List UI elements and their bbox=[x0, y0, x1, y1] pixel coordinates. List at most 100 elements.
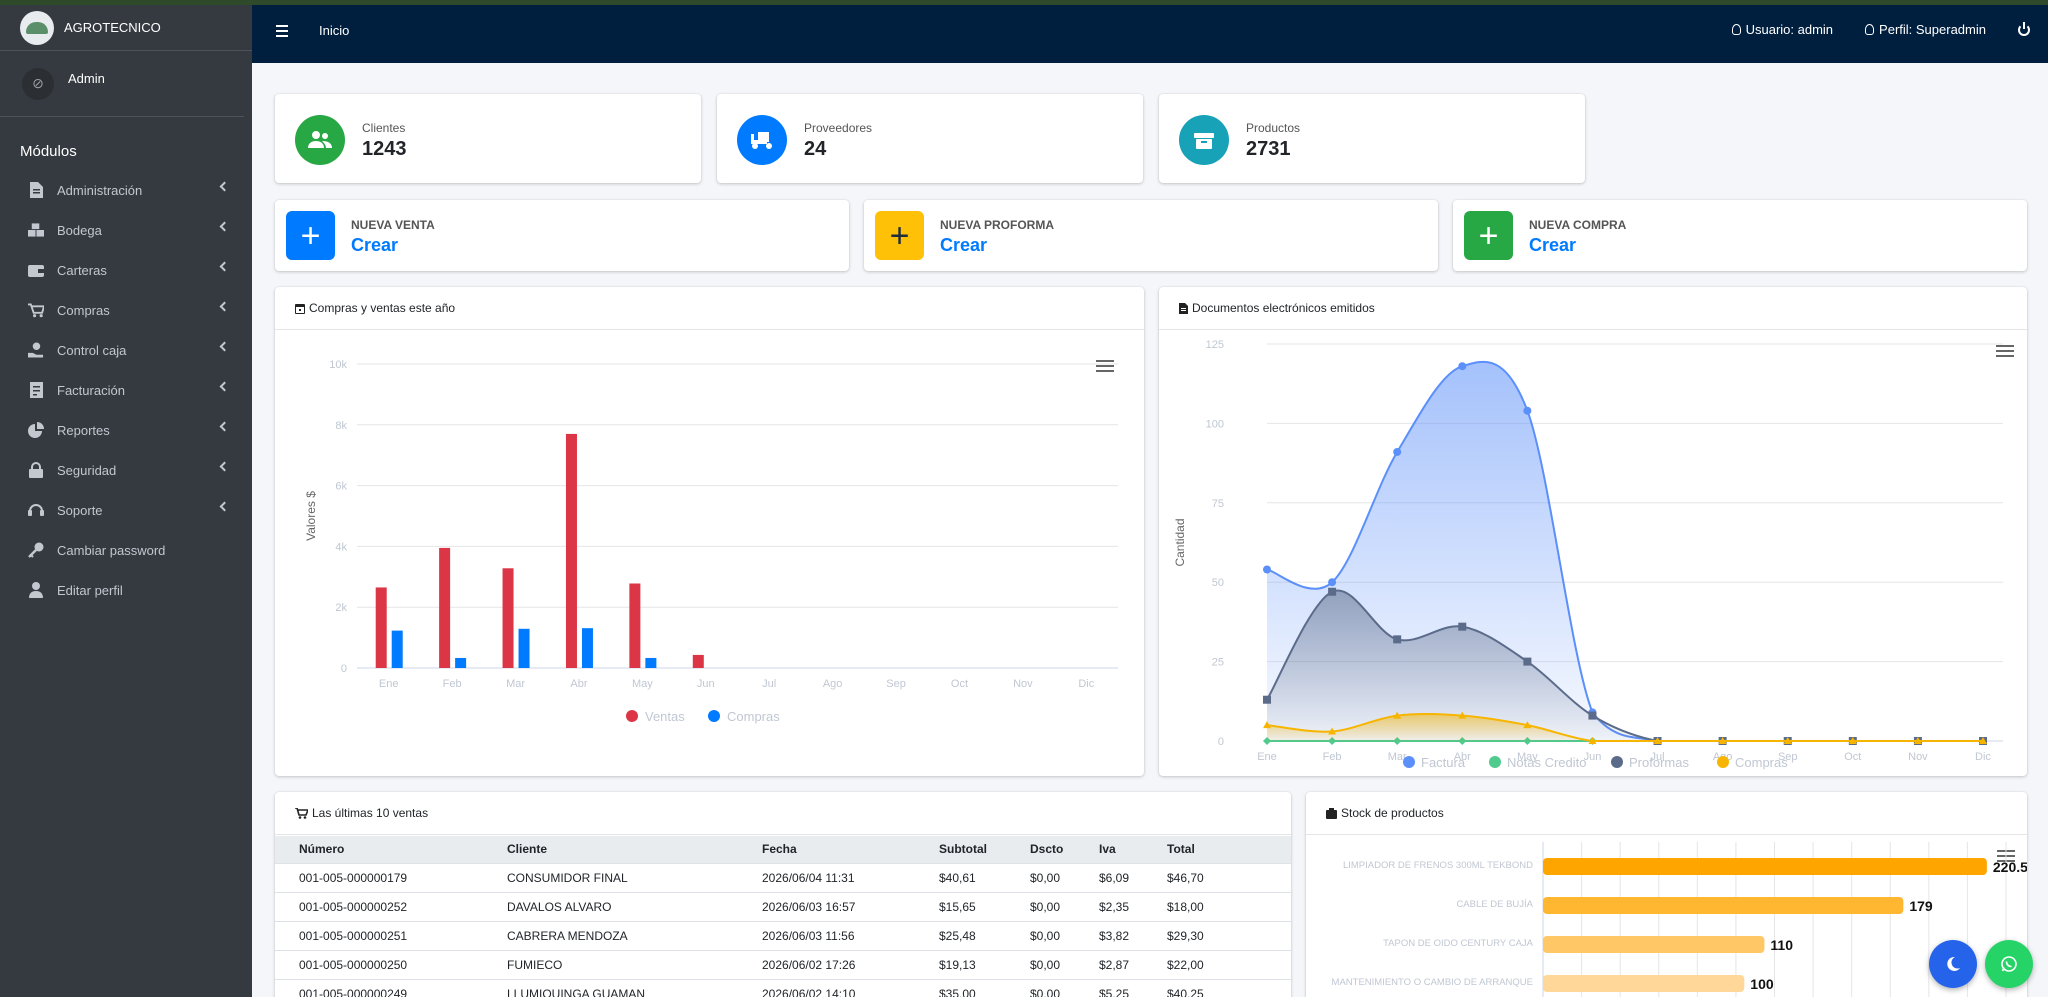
legend-marker bbox=[1489, 756, 1501, 768]
sidebar-item-control-caja[interactable]: Control caja bbox=[0, 330, 252, 370]
cart-icon bbox=[295, 807, 308, 819]
table-cell: 2026/06/03 11:56 bbox=[738, 920, 915, 950]
action-label: NUEVA PROFORMA bbox=[940, 218, 1054, 232]
table-cell: $0,00 bbox=[1006, 949, 1075, 979]
y-tick-label: 10k bbox=[329, 359, 347, 371]
column-header[interactable]: Dscto bbox=[1030, 842, 1064, 857]
x-tick-label: Abr bbox=[1454, 751, 1471, 763]
sidebar-item-soporte[interactable]: Soporte bbox=[0, 490, 252, 530]
data-label: 110 bbox=[1770, 937, 1793, 953]
area-compras bbox=[1267, 713, 1983, 741]
create-proforma-link[interactable]: Crear bbox=[940, 235, 988, 255]
x-tick-label: Ago bbox=[823, 678, 843, 690]
line-compras bbox=[1266, 712, 1983, 742]
sidebar-item-cambiar-password[interactable]: Cambiar password bbox=[0, 530, 252, 570]
table-cell: 2026/06/04 11:31 bbox=[738, 862, 915, 892]
table-cell: 001-005-000000249 bbox=[275, 978, 483, 997]
menu-toggle-icon[interactable] bbox=[276, 25, 288, 40]
chart-menu-icon[interactable] bbox=[1996, 345, 2014, 360]
legend-label: Compras bbox=[1735, 755, 1788, 770]
legend-marker bbox=[626, 710, 638, 722]
modules-title: Módulos bbox=[20, 143, 77, 160]
truck-icon bbox=[737, 115, 787, 165]
user-panel[interactable]: ⊘ Admin bbox=[0, 51, 244, 117]
create-compra-link[interactable]: Crear bbox=[1529, 235, 1577, 255]
column-header[interactable]: Subtotal bbox=[939, 842, 987, 857]
cash-hand-icon bbox=[28, 342, 44, 358]
x-tick-label: Dic bbox=[1078, 678, 1094, 690]
action-card-compra[interactable]: + NUEVA COMPRA Crear bbox=[1453, 200, 2027, 271]
action-card-venta[interactable]: + NUEVA VENTA Crear bbox=[275, 200, 849, 271]
stat-card-productos: Productos 2731 bbox=[1159, 94, 1585, 183]
wallet-icon bbox=[28, 262, 44, 278]
bar-compras bbox=[581, 628, 593, 668]
point-compras bbox=[1523, 721, 1532, 729]
column-header[interactable]: Fecha bbox=[762, 842, 797, 857]
y-category-label: CABLE DE BUJÍA bbox=[1456, 899, 1533, 910]
point-compras bbox=[1979, 737, 1987, 744]
user-menu[interactable]: Usuario: admin bbox=[1731, 22, 1834, 37]
boxes-icon bbox=[28, 222, 44, 238]
pie-icon bbox=[28, 422, 44, 438]
create-venta-link[interactable]: Crear bbox=[351, 235, 399, 255]
table-row[interactable]: 001-005-000000249 LLUMIQUINGA GUAMAN 2026/… bbox=[275, 978, 1291, 997]
stock-bar-chart: LIMPIADOR DE FRENOS 300ML TEKBOND 220.5 CA… bbox=[1332, 842, 2027, 997]
stock-bar bbox=[1543, 858, 1987, 875]
plus-icon[interactable]: + bbox=[286, 211, 335, 260]
sidebar-item-administración[interactable]: Administración bbox=[0, 170, 252, 210]
panel-title-text: Stock de productos bbox=[1341, 806, 1444, 820]
sidebar-item-facturación[interactable]: Facturación bbox=[0, 370, 252, 410]
stat-label: Productos bbox=[1246, 121, 1301, 135]
chart-card-documentos: Documentos electrónicos emitidos 0 25 50 75… bbox=[1159, 287, 2027, 776]
sidebar-item-reportes[interactable]: Reportes bbox=[0, 410, 252, 450]
x-tick-label: Oct bbox=[1844, 751, 1861, 763]
table-cell: $15,65 bbox=[915, 891, 1006, 921]
x-tick-label: Dic bbox=[1975, 751, 1991, 763]
point-compras bbox=[1913, 737, 1922, 744]
cart-icon bbox=[28, 302, 44, 318]
sidebar-item-editar-perfil[interactable]: Editar perfil bbox=[0, 570, 252, 610]
action-card-proforma[interactable]: + NUEVA PROFORMA Crear bbox=[864, 200, 1438, 271]
x-tick-label: Nov bbox=[1908, 751, 1928, 763]
y-tick-label: 25 bbox=[1212, 657, 1224, 669]
topbar: Inicio Usuario: admin Perfil: Superadmin bbox=[252, 5, 2048, 63]
brand[interactable]: AGROTECNICO bbox=[0, 5, 252, 51]
column-header[interactable]: Iva bbox=[1099, 842, 1116, 857]
chart-menu-icon[interactable] bbox=[1096, 360, 1114, 375]
table-row[interactable]: 001-005-000000251 CABRERA MENDOZA 2026/06/… bbox=[275, 920, 1291, 950]
power-icon[interactable] bbox=[2018, 21, 2030, 36]
bar-ventas bbox=[629, 583, 641, 668]
y-tick-label: 6k bbox=[335, 481, 347, 493]
dark-mode-button[interactable] bbox=[1929, 940, 1977, 988]
table-row[interactable]: 001-005-000000179 CONSUMIDOR FINAL 2026/06… bbox=[275, 862, 1291, 892]
sidebar-item-carteras[interactable]: Carteras bbox=[0, 250, 252, 290]
table-cell: FUMIECO bbox=[483, 949, 738, 979]
sidebar-item-bodega[interactable]: Bodega bbox=[0, 210, 252, 250]
user-label: Usuario: admin bbox=[1745, 22, 1834, 37]
sidebar-item-seguridad[interactable]: Seguridad bbox=[0, 450, 252, 490]
sidebar-item-compras[interactable]: Compras bbox=[0, 290, 252, 330]
nav-home-link[interactable]: Inicio bbox=[319, 23, 350, 38]
whatsapp-button[interactable] bbox=[1985, 940, 2033, 988]
brand-name: AGROTECNICO bbox=[64, 20, 161, 35]
table-cell: $6,09 bbox=[1075, 862, 1143, 892]
table-header: Número Cliente Fecha Subtotal Dscto Iva Total bbox=[275, 836, 1291, 863]
table-cell: $2,35 bbox=[1075, 891, 1143, 921]
plus-icon[interactable]: + bbox=[1464, 211, 1513, 260]
table-row[interactable]: 001-005-000000252 DAVALOS ALVARO 2026/06/0… bbox=[275, 891, 1291, 921]
panel-title-text: Las últimas 10 ventas bbox=[312, 806, 429, 820]
data-label: 220.5 bbox=[1993, 859, 2027, 875]
bar-compras bbox=[518, 628, 530, 668]
column-header[interactable]: Total bbox=[1167, 842, 1195, 857]
document-icon bbox=[28, 182, 44, 198]
chevron-left-icon bbox=[219, 341, 230, 352]
column-header[interactable]: Cliente bbox=[507, 842, 548, 857]
bar-chart: 0 2k 4k 6k 8k 10k Valores $ Ene Feb Mar Abr May Jun J… bbox=[304, 359, 1118, 724]
plus-icon[interactable]: + bbox=[875, 211, 924, 260]
stock-bar bbox=[1543, 897, 1904, 914]
point-factura bbox=[1393, 447, 1402, 456]
profile-menu[interactable]: Perfil: Superadmin bbox=[1865, 22, 1986, 37]
table-row[interactable]: 001-005-000000250 FUMIECO 2026/06/02 17:26… bbox=[275, 949, 1291, 979]
column-header[interactable]: Número bbox=[299, 842, 345, 857]
table-cell: 001-005-000000252 bbox=[275, 891, 483, 921]
